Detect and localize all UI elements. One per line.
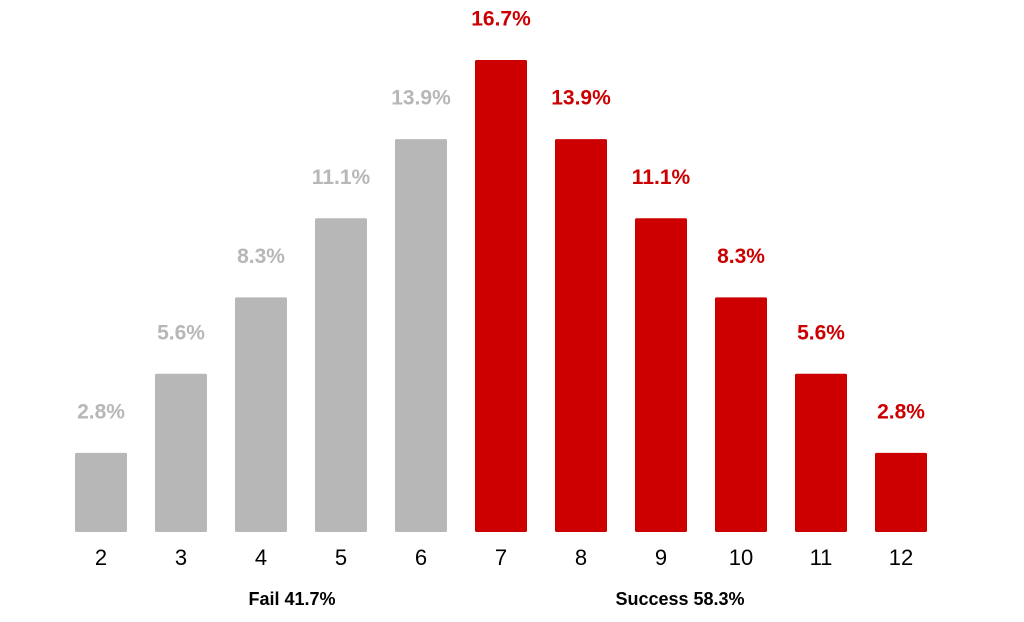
bar	[715, 297, 767, 532]
x-tick-label: 5	[335, 545, 347, 570]
x-tick-label: 9	[655, 545, 667, 570]
x-tick-label: 4	[255, 545, 267, 570]
bar	[75, 452, 127, 532]
value-label: 8.3%	[237, 245, 285, 268]
bar	[875, 452, 927, 532]
x-tick-label: 2	[95, 545, 107, 570]
x-tick-label: 12	[889, 545, 913, 570]
bar	[795, 373, 847, 532]
x-tick-label: 11	[810, 545, 833, 570]
x-tick-label: 10	[729, 545, 753, 570]
x-tick-label: 7	[495, 545, 507, 570]
value-label: 13.9%	[391, 87, 451, 110]
value-label: 16.7%	[471, 8, 531, 31]
bar	[635, 218, 687, 532]
value-label: 11.1%	[312, 166, 371, 189]
bar	[475, 60, 527, 532]
x-tick-label: 3	[175, 545, 187, 570]
bar	[555, 139, 607, 532]
bar	[155, 373, 207, 532]
value-label: 11.1%	[632, 166, 691, 189]
value-label: 2.8%	[77, 400, 125, 423]
group-label: Success 58.3%	[615, 589, 744, 609]
value-label: 5.6%	[157, 321, 205, 344]
group-label: Fail 41.7%	[248, 589, 335, 609]
x-tick-label: 6	[415, 545, 427, 570]
bar	[235, 297, 287, 532]
value-label: 5.6%	[797, 321, 845, 344]
value-label: 2.8%	[877, 400, 925, 423]
bar	[315, 218, 367, 532]
x-tick-label: 8	[575, 545, 587, 570]
bar	[395, 139, 447, 532]
value-label: 13.9%	[551, 87, 611, 110]
value-label: 8.3%	[717, 245, 765, 268]
